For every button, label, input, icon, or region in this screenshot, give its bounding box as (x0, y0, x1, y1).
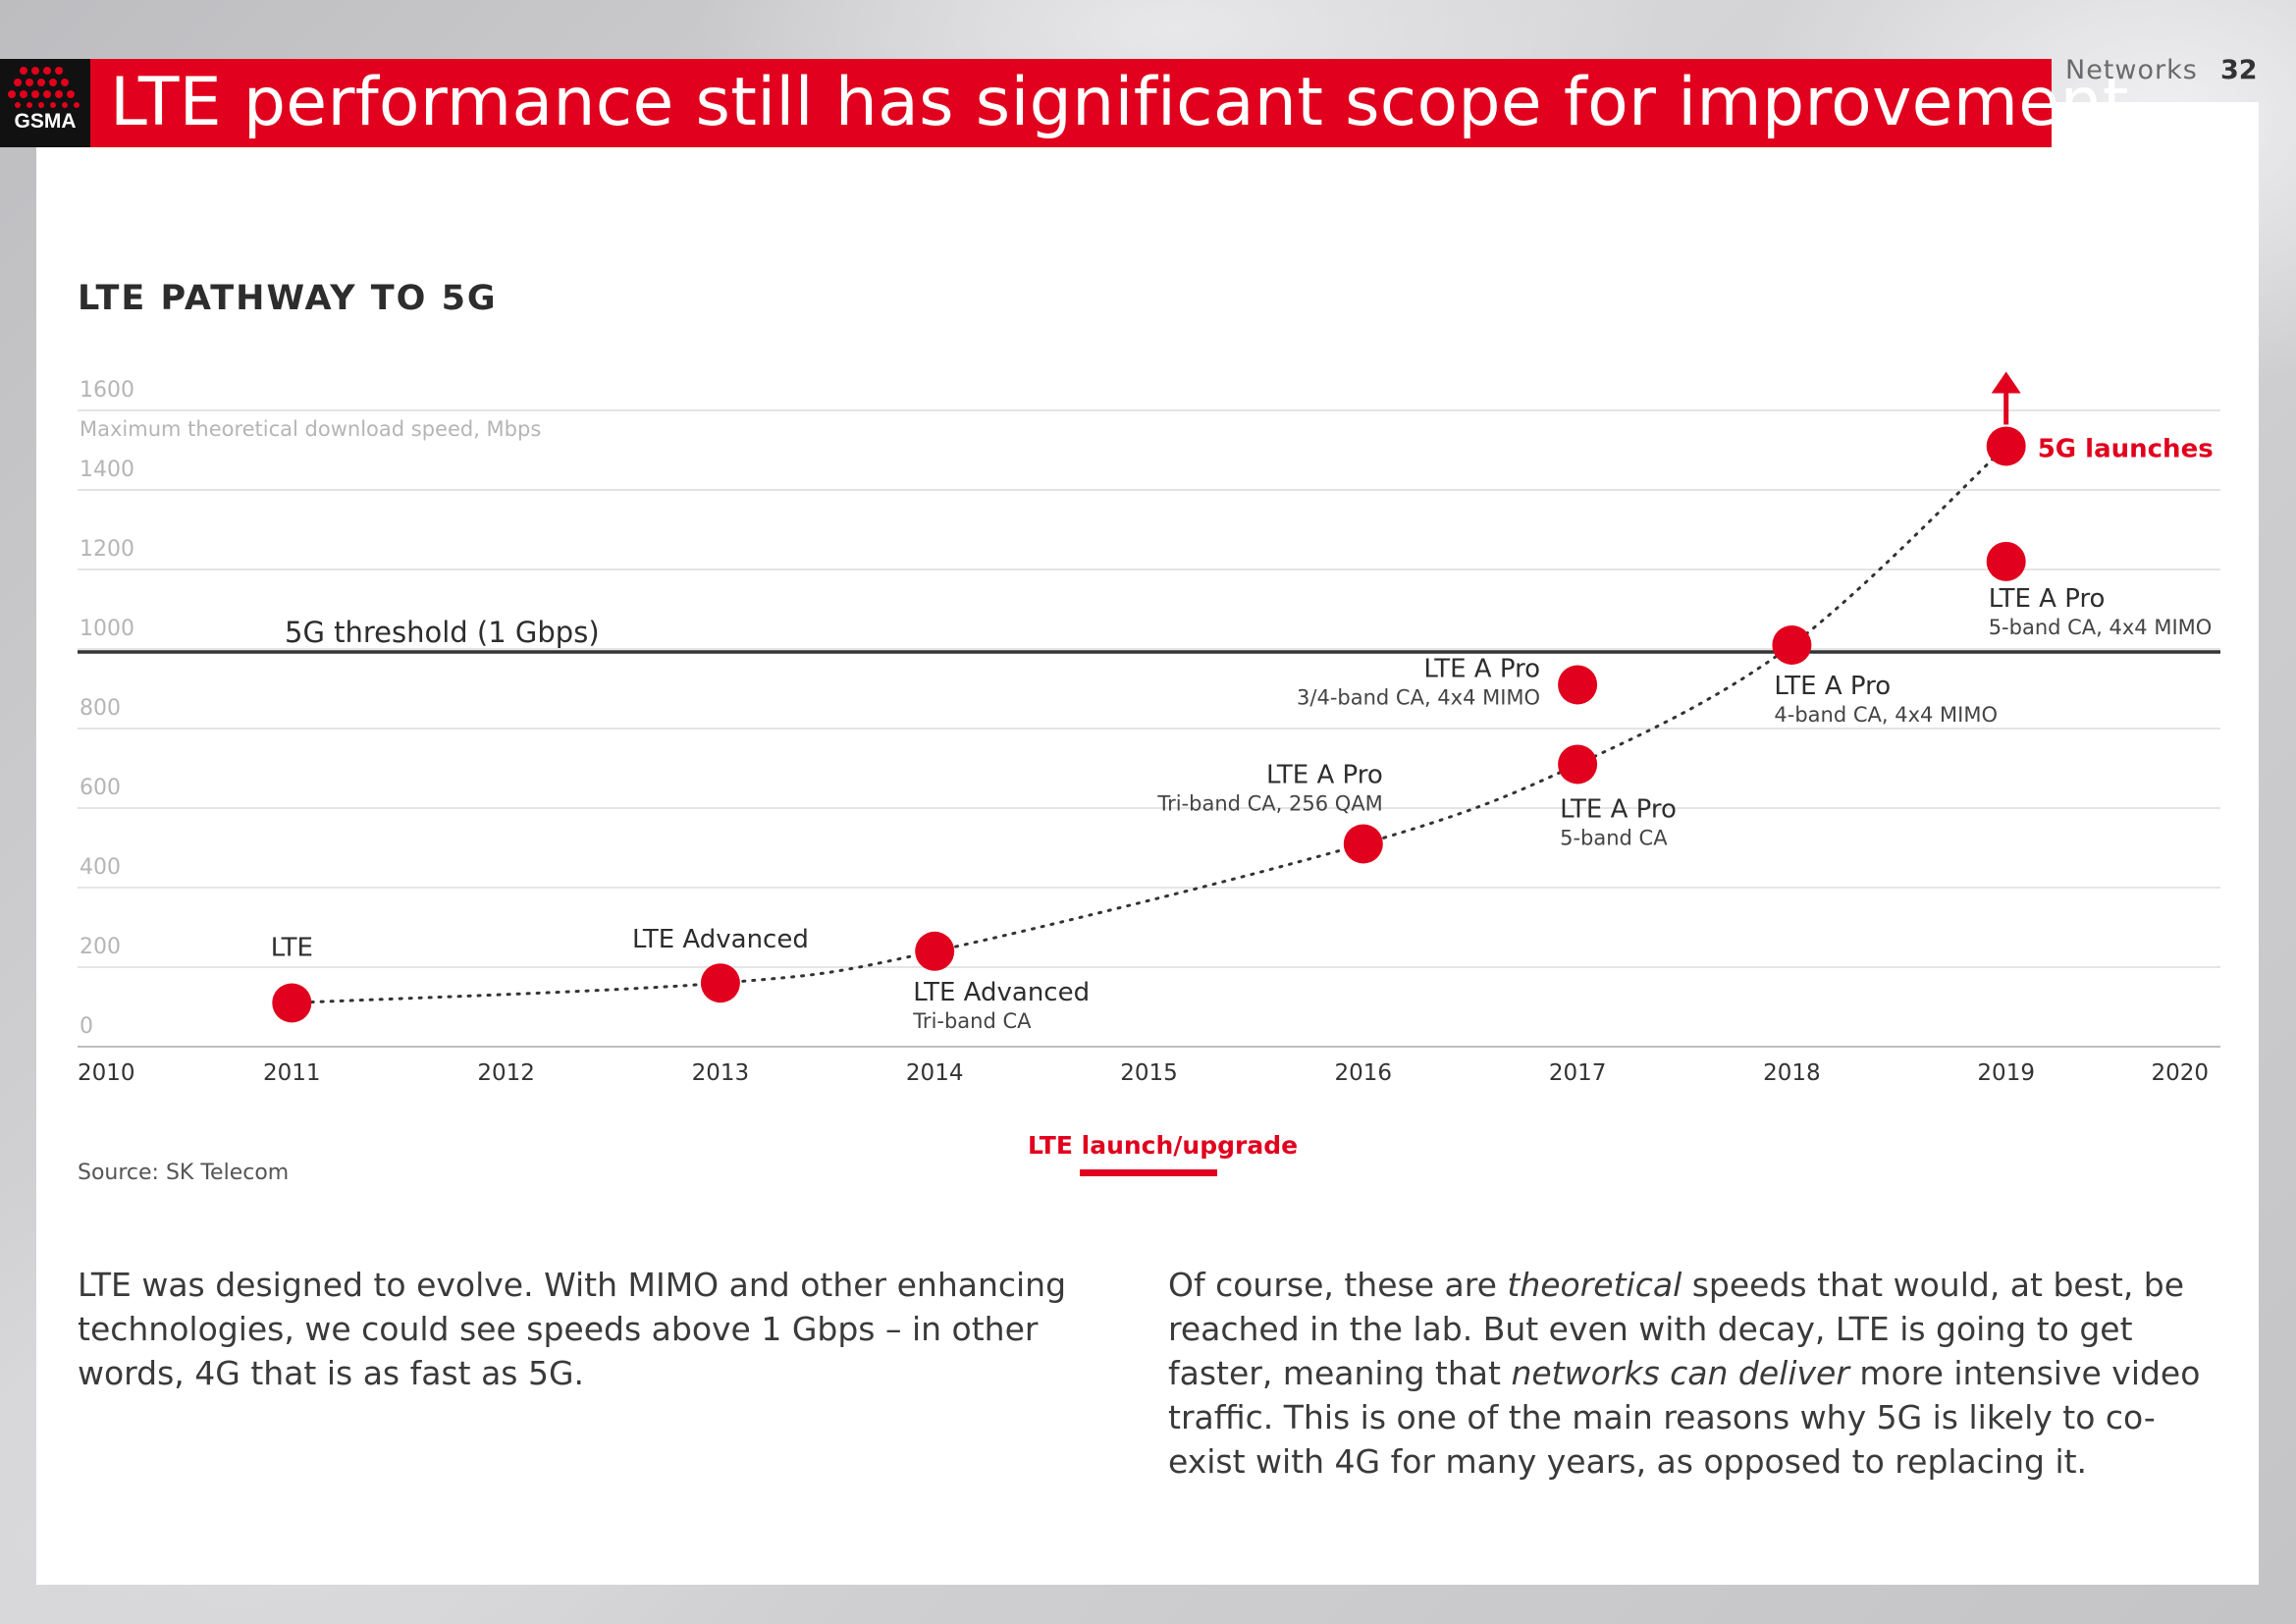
page-number: 32 (2220, 55, 2258, 85)
data-point-6 (1558, 665, 1598, 705)
legend-swatch (1080, 1169, 1217, 1176)
data-point-label-1: LTE (271, 933, 313, 962)
y-tick-label-800: 800 (80, 696, 121, 721)
y-tick-label-1200: 1200 (80, 537, 134, 562)
data-point-5 (1558, 744, 1598, 785)
x-tick-label-2019: 2019 (1977, 1060, 2035, 1086)
data-point-2 (700, 963, 740, 1003)
data-point-label-5: LTE A Pro (1560, 794, 1677, 824)
y-tick-label-400: 400 (80, 855, 121, 880)
y-tick-label-1400: 1400 (80, 458, 134, 482)
data-point-label-7: LTE A Pro (1774, 672, 1891, 701)
data-point-sublabel-6: 3/4-band CA, 4x4 MIMO (1297, 685, 1540, 709)
body-text-left: LTE was designed to evolve. With MIMO an… (78, 1263, 1118, 1395)
x-tick-label-2018: 2018 (1763, 1060, 1821, 1086)
body-right-emphasis-1: theoretical (1507, 1266, 1682, 1304)
body-paragraph-left: LTE was designed to evolve. With MIMO an… (78, 1266, 1067, 1392)
threshold-label: 5G threshold (1 Gbps) (285, 616, 600, 649)
body-right-part-3: more intensive video traffic. This is on… (1168, 1354, 2201, 1481)
title-bar: LTE performance still has significant sc… (90, 59, 2129, 147)
x-tick-label-2017: 2017 (1549, 1060, 1607, 1086)
y-tick-label-1000: 1000 (80, 617, 134, 641)
legend-label: LTE launch/upgrade (1028, 1131, 1299, 1160)
data-point-9 (1986, 426, 2026, 466)
source-note: Source: SK Telecom (78, 1161, 290, 1185)
page-title: LTE performance still has significant sc… (110, 64, 2129, 141)
body-paragraph-right: Of course, these are theoretical speeds … (1168, 1263, 2228, 1484)
x-tick-label-2014: 2014 (906, 1060, 964, 1086)
x-tick-label-2020: 2020 (2151, 1060, 2209, 1086)
x-tick-label-2013: 2013 (692, 1060, 750, 1086)
data-point-label-4: LTE A Pro (1266, 760, 1383, 789)
section-label: Networks (2065, 55, 2198, 85)
data-point-sublabel-5: 5-band CA (1560, 826, 1668, 849)
y-tick-label-0: 0 (80, 1014, 93, 1039)
data-point-8 (1986, 541, 2026, 581)
y-axis-label: Maximum theoretical download speed, Mbps (80, 417, 541, 441)
data-point-sublabel-7: 4-band CA, 4x4 MIMO (1774, 703, 1998, 727)
gsma-logo-dots-icon (8, 67, 80, 108)
data-point-sublabel-8: 5-band CA, 4x4 MIMO (1989, 616, 2213, 639)
body-right-part-1: Of course, these are (1168, 1266, 1508, 1304)
data-point-1 (272, 983, 312, 1023)
data-point-7 (1772, 624, 1812, 665)
gsma-logo: GSMA (0, 59, 90, 147)
data-point-sublabel-3: Tri-band CA (912, 1009, 1032, 1033)
body-right-emphasis-2: networks can deliver (1511, 1354, 1849, 1392)
data-point-sublabel-4: Tri-band CA, 256 QAM (1156, 791, 1382, 815)
trend-line (290, 444, 2008, 1004)
body-right-part-2: speeds that would, at best, be reached i… (1168, 1266, 2185, 1392)
x-tick-label-2016: 2016 (1335, 1060, 1393, 1086)
x-tick-label-2012: 2012 (477, 1060, 535, 1086)
data-point-label-3: LTE Advanced (913, 978, 1090, 1007)
gsma-logo-text: GSMA (14, 110, 77, 133)
x-tick-label-2011: 2011 (263, 1060, 321, 1086)
body-text-right: Of course, these are theoretical speeds … (1168, 1263, 2228, 1484)
data-point-label-8: LTE A Pro (1989, 584, 2106, 614)
y-tick-label-600: 600 (80, 776, 121, 800)
data-point-3 (915, 931, 955, 971)
content-panel (36, 102, 2259, 1585)
y-tick-label-1600: 1600 (80, 378, 134, 403)
data-point-label-9: 5G launches (2038, 434, 2214, 463)
x-tick-label-2010: 2010 (78, 1060, 135, 1086)
chart-title: LTE PATHWAY TO 5G (78, 279, 498, 318)
x-tick-label-2015: 2015 (1120, 1060, 1178, 1086)
up-arrow-icon (1991, 371, 2021, 394)
y-tick-label-200: 200 (80, 935, 121, 959)
data-point-4 (1343, 824, 1383, 864)
data-point-label-2: LTE Advanced (632, 925, 809, 954)
data-point-label-6: LTE A Pro (1423, 654, 1540, 683)
